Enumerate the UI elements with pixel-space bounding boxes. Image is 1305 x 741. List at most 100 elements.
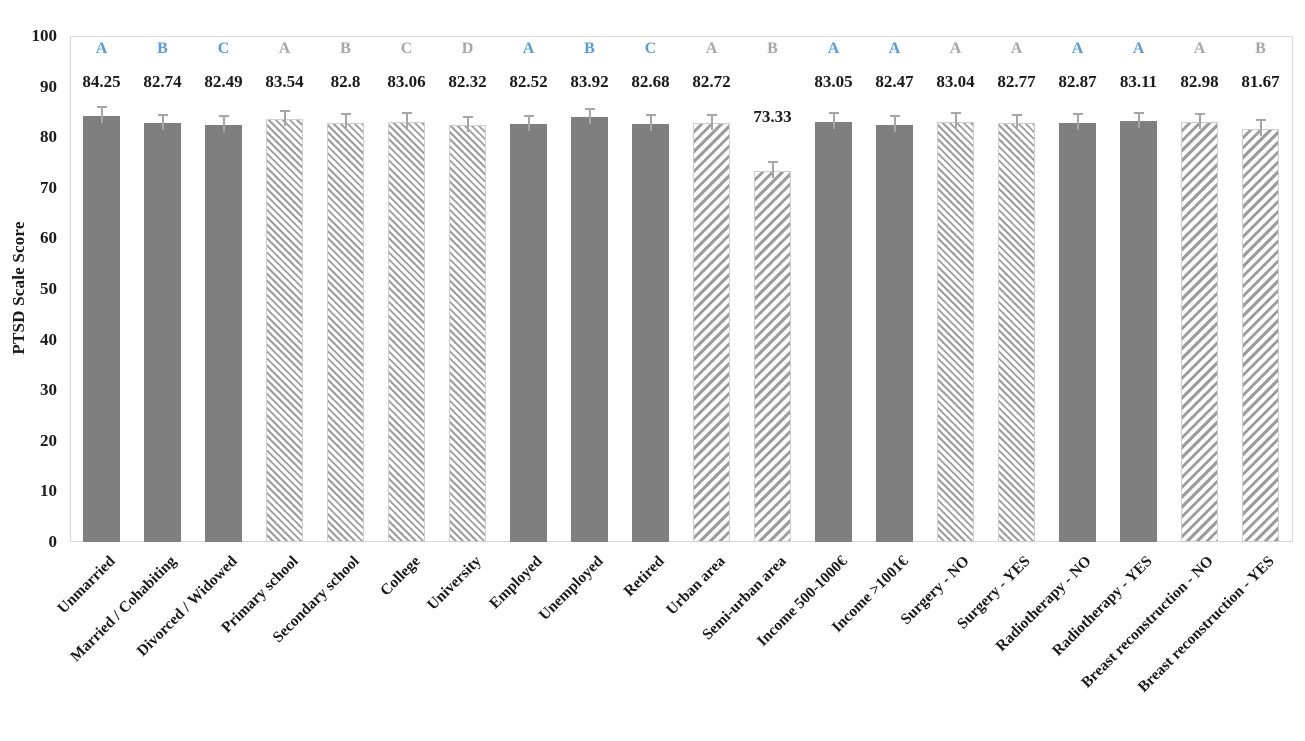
bar-college xyxy=(388,121,425,542)
significance-letter: B xyxy=(584,40,595,57)
error-bar-cap xyxy=(1194,112,1205,115)
value-label: 82.47 xyxy=(875,72,914,91)
bar-secondary-school xyxy=(327,123,364,542)
error-bar-stem xyxy=(283,110,286,127)
error-bar-stem xyxy=(1076,114,1079,130)
error-bar-stem xyxy=(405,113,408,129)
bar-university xyxy=(449,125,486,542)
bar-radiotherapy-yes xyxy=(1120,121,1157,542)
value-label: 82.68 xyxy=(631,72,670,91)
y-axis-tick-label: 30 xyxy=(40,380,57,400)
error-bar-cap xyxy=(950,112,961,115)
bar-breast-reconstruction-yes xyxy=(1242,128,1279,542)
error-bar-cap xyxy=(1072,113,1083,116)
bar-unemployed xyxy=(571,117,608,542)
error-bar-cap xyxy=(279,109,290,112)
error-bar-cap xyxy=(462,115,473,118)
value-label: 82.77 xyxy=(997,72,1036,91)
value-label: 83.05 xyxy=(814,72,853,91)
significance-letter: C xyxy=(217,40,230,57)
error-bar-cap xyxy=(1133,111,1144,114)
bar-income-500-1000 xyxy=(815,121,852,542)
significance-letter: A xyxy=(705,40,718,57)
error-bar-stem xyxy=(954,113,957,129)
y-axis-tick-label: 10 xyxy=(40,481,57,501)
bar-breast-reconstruction-no xyxy=(1181,122,1218,542)
error-bar-cap xyxy=(1011,113,1022,116)
value-label: 83.11 xyxy=(1119,72,1158,91)
significance-letter: A xyxy=(827,40,840,57)
value-label: 82.74 xyxy=(143,72,182,91)
bar-surgery-yes xyxy=(998,123,1035,542)
significance-letter: B xyxy=(767,40,778,57)
significance-letter: C xyxy=(644,40,657,57)
y-axis-tick-label: 40 xyxy=(40,329,57,349)
error-bar-stem xyxy=(1137,112,1140,129)
value-label: 82.87 xyxy=(1058,72,1097,91)
error-bar-stem xyxy=(1015,114,1018,131)
error-bar-stem xyxy=(344,114,347,131)
plot-area xyxy=(70,36,1293,542)
error-bar-stem xyxy=(893,116,896,132)
significance-letter: A xyxy=(1132,40,1145,57)
value-label: 83.92 xyxy=(570,72,609,91)
error-bar-stem xyxy=(161,114,164,131)
value-label: 83.06 xyxy=(387,72,426,91)
error-bar-stem xyxy=(649,115,652,131)
error-bar-cap xyxy=(96,106,107,109)
bar-income-1001 xyxy=(876,124,913,542)
value-label: 82.8 xyxy=(330,72,361,91)
error-bar-stem xyxy=(466,116,469,133)
error-bar-cap xyxy=(1255,119,1266,122)
error-bar-cap xyxy=(889,115,900,118)
significance-letter: A xyxy=(949,40,962,57)
error-bar-stem xyxy=(771,162,774,178)
error-bar-stem xyxy=(588,108,591,125)
y-axis-tick-label: 70 xyxy=(40,177,57,197)
error-bar-cap xyxy=(645,114,656,117)
significance-letter: A xyxy=(1193,40,1206,57)
bar-divorced-widowed xyxy=(205,124,242,542)
value-label: 82.49 xyxy=(204,72,243,91)
error-bar-stem xyxy=(1259,120,1262,136)
significance-letter: A xyxy=(522,40,535,57)
bar-unmarried xyxy=(83,115,120,542)
error-bar-stem xyxy=(527,115,530,132)
error-bar-stem xyxy=(710,114,713,131)
error-bar-stem xyxy=(832,113,835,129)
error-bar-cap xyxy=(706,113,717,116)
value-label: 81.67 xyxy=(1241,72,1280,91)
error-bar-cap xyxy=(584,107,595,110)
error-bar-cap xyxy=(218,114,229,117)
value-label: 73.33 xyxy=(753,106,792,126)
value-label: 84.25 xyxy=(82,72,121,91)
bar-employed xyxy=(510,124,547,542)
bar-married-cohabiting xyxy=(144,123,181,542)
significance-letter: B xyxy=(157,40,168,57)
value-label: 83.54 xyxy=(265,72,304,91)
significance-letter: B xyxy=(340,40,351,57)
bar-retired xyxy=(632,123,669,542)
error-bar-cap xyxy=(767,161,778,164)
significance-letter: A xyxy=(278,40,291,57)
significance-letter: D xyxy=(461,40,474,57)
error-bar-cap xyxy=(157,113,168,116)
y-axis-tick-label: 20 xyxy=(40,430,57,450)
significance-letter: B xyxy=(1255,40,1266,57)
error-bar-stem xyxy=(1198,113,1201,130)
bar-semi-urban-area xyxy=(754,170,791,542)
bar-radiotherapy-no xyxy=(1059,122,1096,542)
bar-urban-area xyxy=(693,123,730,542)
significance-letter: A xyxy=(95,40,108,57)
error-bar-stem xyxy=(222,115,225,132)
value-label: 82.32 xyxy=(448,72,487,91)
significance-letter: C xyxy=(400,40,413,57)
y-axis-tick-label: 80 xyxy=(40,127,57,147)
bar-primary-school xyxy=(266,119,303,542)
y-axis-tick-label: 90 xyxy=(40,76,57,96)
value-label: 82.98 xyxy=(1180,72,1219,91)
y-axis-tick-label: 60 xyxy=(40,228,57,248)
y-axis-tick-label: 0 xyxy=(48,532,58,551)
y-axis-tick-label: 50 xyxy=(40,279,57,298)
